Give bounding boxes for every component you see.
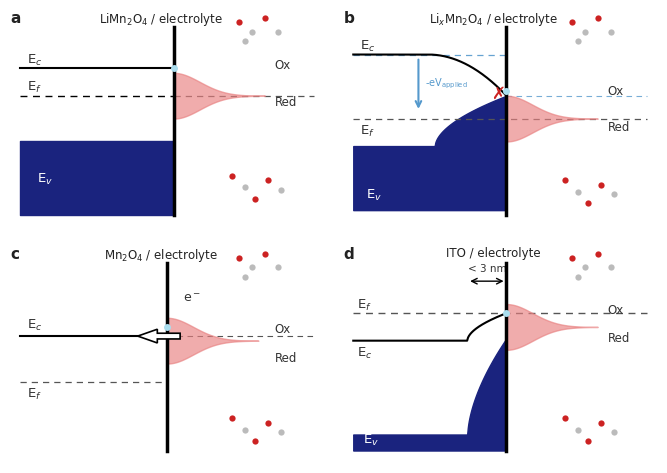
Text: E$_f$: E$_f$ [27, 80, 42, 95]
Text: -eV$_{\rm applied}$: -eV$_{\rm applied}$ [425, 77, 468, 91]
Text: a: a [11, 11, 21, 26]
Text: E$_v$: E$_v$ [37, 172, 53, 187]
Text: Red: Red [608, 121, 630, 134]
Text: E$_v$: E$_v$ [363, 433, 379, 448]
Text: E$_c$: E$_c$ [357, 346, 372, 361]
Text: d: d [344, 247, 354, 262]
Text: Ox: Ox [608, 85, 624, 97]
Text: Ox: Ox [275, 60, 291, 72]
Text: E$_c$: E$_c$ [360, 39, 376, 54]
Text: b: b [344, 11, 354, 26]
Text: c: c [11, 247, 20, 262]
Text: < 3 nm: < 3 nm [468, 264, 506, 274]
Text: ITO / electrolyte: ITO / electrolyte [446, 247, 541, 260]
Text: Red: Red [608, 332, 630, 345]
Text: E$_c$: E$_c$ [27, 53, 43, 68]
Text: E$_v$: E$_v$ [366, 188, 382, 203]
Text: LiMn$_2$O$_4$ / electrolyte: LiMn$_2$O$_4$ / electrolyte [99, 11, 222, 28]
Text: Ox: Ox [275, 323, 291, 336]
Text: E$_f$: E$_f$ [360, 123, 375, 139]
FancyArrow shape [138, 329, 180, 343]
Text: Red: Red [275, 96, 297, 109]
Text: Li$_x$Mn$_2$O$_4$ / electrolyte: Li$_x$Mn$_2$O$_4$ / electrolyte [429, 11, 558, 28]
Text: E$_f$: E$_f$ [357, 298, 372, 313]
Text: E$_c$: E$_c$ [27, 318, 43, 333]
Text: e$^-$: e$^-$ [183, 292, 201, 305]
Text: Red: Red [275, 352, 297, 366]
Text: E$_f$: E$_f$ [27, 387, 42, 402]
Text: ✗: ✗ [492, 84, 505, 103]
Text: Ox: Ox [608, 305, 624, 317]
Text: Mn$_2$O$_4$ / electrolyte: Mn$_2$O$_4$ / electrolyte [103, 247, 217, 264]
